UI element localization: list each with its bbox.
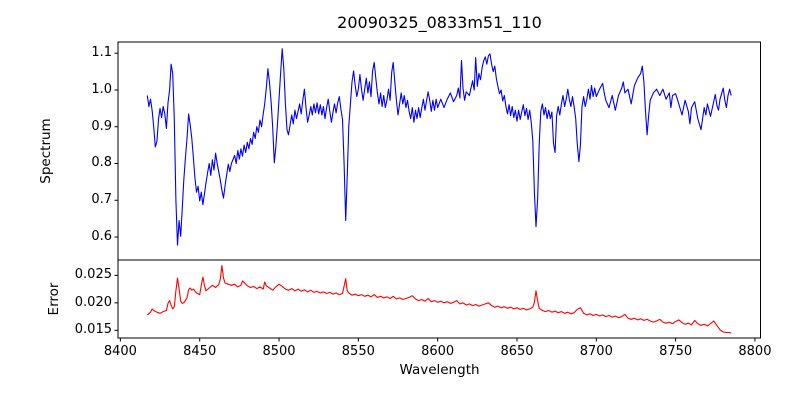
spectrum-y-tick-label: 0.7 — [91, 192, 112, 208]
error-y-tick-label: 0.025 — [74, 267, 112, 283]
x-tick-label: 8400 — [103, 344, 137, 359]
spectrum-line — [146, 48, 732, 246]
error-line — [146, 264, 732, 334]
x-tick-label: 8450 — [183, 344, 217, 359]
spectrum-y-tick-label: 0.8 — [91, 155, 112, 171]
spectrum-axes-frame — [117, 41, 761, 261]
spectrum-y-tick-label: 1.1 — [91, 45, 112, 61]
x-tick-label: 8700 — [579, 344, 613, 359]
x-axis-label: Wavelength — [399, 362, 480, 378]
spectrum-y-tick-label: 1.0 — [91, 81, 112, 97]
x-tick-label: 8800 — [738, 344, 772, 359]
x-tick-label: 8600 — [421, 344, 455, 359]
x-tick-label: 8650 — [500, 344, 534, 359]
spectrum-y-tick-label: 0.9 — [91, 118, 112, 134]
chart-title: 20090325_0833m51_110 — [337, 13, 542, 32]
error-y-tick-label: 0.020 — [74, 294, 112, 310]
x-tick-label: 8750 — [659, 344, 693, 359]
spectrum-y-tick-label: 0.6 — [91, 229, 112, 245]
x-tick-label: 8550 — [341, 344, 375, 359]
error-axes-frame — [117, 259, 761, 339]
error-y-tick-label: 0.015 — [74, 322, 112, 338]
x-tick-label: 8500 — [262, 344, 296, 359]
